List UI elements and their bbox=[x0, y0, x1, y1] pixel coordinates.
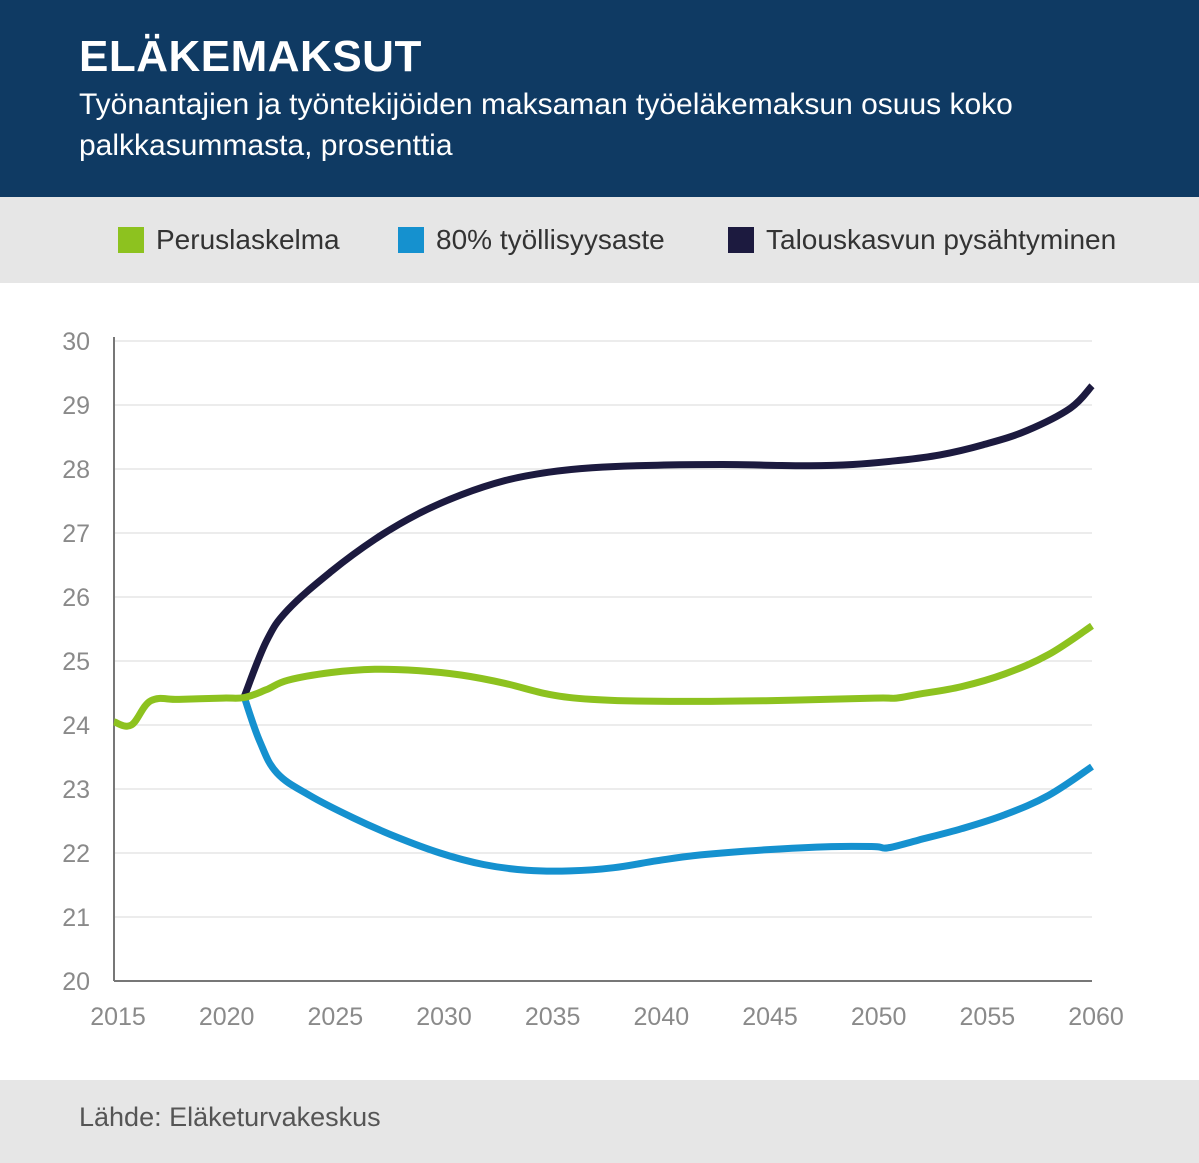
legend-item-talouskasvu: Talouskasvun pysähtyminen bbox=[728, 224, 1117, 255]
chart-subtitle: Työnantajien ja työntekijöiden maksaman … bbox=[79, 88, 1013, 162]
legend: Peruslaskelma 80% työllisyysaste Talousk… bbox=[0, 197, 1199, 283]
y-tick-label: 23 bbox=[62, 776, 90, 804]
chart-svg: 20 21 22 23 24 25 26 27 28 29 30 2015 2020 2025 2030 20… bbox=[62, 328, 1124, 1031]
series-layer bbox=[112, 383, 1095, 875]
legend-label: Talouskasvun pysähtyminen bbox=[766, 224, 1117, 255]
legend-label: Peruslaskelma bbox=[156, 224, 340, 255]
series-line-1 bbox=[241, 696, 1094, 875]
footer: Lähde: Eläketurvakeskus bbox=[0, 1080, 1199, 1163]
y-tick-label: 27 bbox=[62, 520, 90, 548]
line-chart: 20 21 22 23 24 25 26 27 28 29 30 2015 2020 2025 2030 20… bbox=[0, 283, 1199, 1080]
series-line-0 bbox=[112, 622, 1094, 730]
y-tick-label: 25 bbox=[62, 648, 90, 676]
x-tick-label: 2035 bbox=[525, 1003, 581, 1031]
y-tick-label: 30 bbox=[62, 328, 90, 356]
legend-item-peruslaskelma: Peruslaskelma bbox=[118, 224, 340, 255]
x-tick-label: 2040 bbox=[634, 1003, 690, 1031]
chart-title: ELÄKEMAKSUT bbox=[79, 32, 422, 81]
y-tick-label: 26 bbox=[62, 584, 90, 612]
x-tick-label: 2050 bbox=[851, 1003, 907, 1031]
y-tick-label: 21 bbox=[62, 904, 90, 932]
legend-swatch-navy bbox=[728, 227, 754, 253]
x-tick-label: 2045 bbox=[742, 1003, 798, 1031]
legend-item-tyollisyysaste: 80% työllisyysaste bbox=[398, 224, 665, 255]
legend-swatch-blue bbox=[398, 227, 424, 253]
legend-label: 80% työllisyysaste bbox=[436, 224, 665, 255]
x-tick-label: 2020 bbox=[199, 1003, 255, 1031]
y-tick-label: 29 bbox=[62, 392, 90, 420]
y-tick-label: 28 bbox=[62, 456, 90, 484]
x-tick-label: 2025 bbox=[308, 1003, 364, 1031]
header: ELÄKEMAKSUT Työnantajien ja työntekijöid… bbox=[0, 0, 1199, 197]
source-note: Lähde: Eläketurvakeskus bbox=[79, 1102, 381, 1132]
x-tick-label: 2015 bbox=[90, 1003, 146, 1031]
legend-swatch-green bbox=[118, 227, 144, 253]
series-line-2 bbox=[241, 383, 1095, 698]
y-tick-label: 24 bbox=[62, 712, 90, 740]
x-tick-label: 2060 bbox=[1068, 1003, 1124, 1031]
y-tick-label: 22 bbox=[62, 840, 90, 868]
x-tick-label: 2030 bbox=[416, 1003, 472, 1031]
axis-layer: 20 21 22 23 24 25 26 27 28 29 30 2015 2020 2025 2030 20… bbox=[62, 328, 1124, 1031]
grid-layer bbox=[114, 340, 1092, 918]
y-tick-label: 20 bbox=[62, 968, 90, 996]
x-tick-label: 2055 bbox=[960, 1003, 1016, 1031]
